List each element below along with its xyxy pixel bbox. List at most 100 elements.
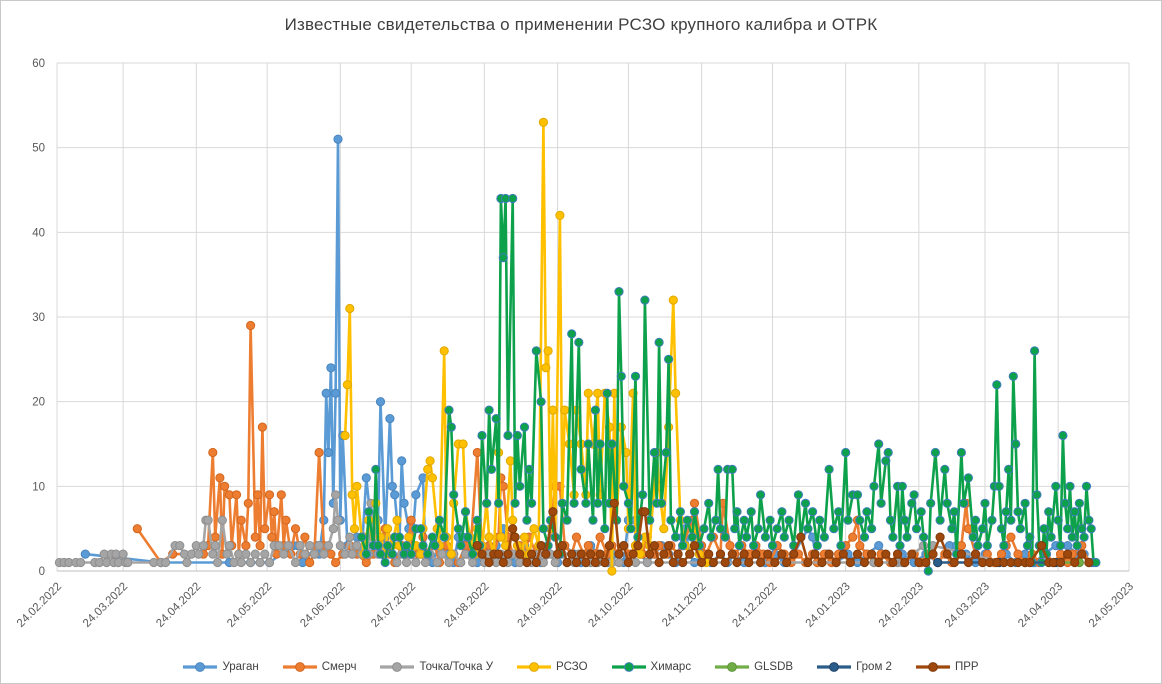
data-point — [80, 549, 90, 559]
data-point — [715, 524, 726, 534]
data-point — [541, 363, 551, 373]
data-point — [845, 557, 856, 568]
data-point — [744, 557, 754, 568]
data-point — [867, 524, 877, 534]
data-point — [295, 541, 305, 551]
data-point — [331, 490, 341, 500]
data-point — [527, 549, 537, 559]
data-point — [460, 507, 471, 517]
data-point — [834, 507, 844, 517]
data-point — [309, 549, 319, 559]
data-point — [557, 498, 567, 508]
data-point — [347, 490, 357, 500]
data-point — [427, 473, 437, 483]
data-point — [581, 557, 591, 568]
data-point — [387, 481, 397, 491]
data-point — [619, 481, 629, 491]
data-point — [220, 481, 230, 491]
data-point — [437, 549, 447, 559]
data-point — [222, 549, 232, 559]
data-point — [1077, 549, 1087, 559]
data-point — [375, 397, 386, 407]
data-point — [874, 541, 884, 551]
data-point — [557, 541, 567, 551]
series-Химарс — [357, 193, 1101, 576]
data-point — [538, 117, 549, 127]
data-point — [664, 354, 674, 364]
data-point — [477, 430, 487, 441]
data-point — [675, 507, 686, 517]
data-point — [704, 498, 714, 508]
data-point — [255, 557, 265, 568]
data-point — [283, 541, 293, 551]
data-point — [456, 541, 466, 551]
data-point — [656, 498, 667, 508]
data-point — [817, 557, 827, 568]
data-point — [494, 549, 504, 559]
x-axis-tick-label: 24.11.2022 — [660, 581, 709, 630]
data-point — [590, 557, 601, 568]
data-point — [397, 456, 407, 466]
data-point — [241, 549, 251, 559]
data-point — [300, 549, 310, 559]
data-point — [581, 498, 591, 508]
data-point — [198, 541, 208, 551]
legend-label: ПРР — [954, 661, 979, 673]
data-point — [404, 532, 414, 542]
data-point — [323, 447, 334, 458]
data-point — [1001, 507, 1011, 517]
data-point — [739, 515, 749, 525]
data-point — [1015, 524, 1026, 534]
data-point — [361, 557, 371, 568]
data-point — [208, 549, 218, 559]
data-point — [1058, 430, 1068, 441]
data-point — [614, 549, 624, 559]
data-point — [916, 507, 926, 517]
data-point — [911, 524, 922, 534]
data-point — [859, 557, 870, 568]
data-point — [595, 532, 605, 542]
data-point — [468, 557, 478, 568]
x-axis-tick-label: 24.04.2023 — [1016, 581, 1065, 630]
y-axis-tick-label: 60 — [32, 58, 45, 70]
data-point — [498, 253, 508, 263]
data-point — [753, 524, 763, 534]
data-point — [895, 541, 905, 551]
data-point — [390, 490, 400, 500]
data-point — [630, 371, 641, 381]
data-point — [666, 515, 676, 525]
data-point — [333, 134, 343, 144]
data-point — [430, 541, 440, 551]
data-point — [659, 549, 669, 559]
data-point — [1046, 532, 1056, 542]
data-point — [1077, 524, 1087, 534]
data-point — [423, 549, 433, 559]
data-point — [246, 320, 256, 331]
data-point — [562, 515, 572, 525]
data-point — [928, 549, 938, 559]
data-point — [1044, 507, 1054, 517]
data-point — [949, 507, 959, 517]
data-point — [978, 524, 988, 534]
data-point — [595, 439, 605, 449]
data-point — [241, 541, 251, 551]
data-point — [305, 541, 315, 551]
x-axis-tick-label: 24.08.2022 — [442, 581, 491, 630]
data-point — [326, 363, 336, 373]
data-point — [1055, 557, 1066, 568]
data-point — [250, 549, 260, 559]
data-point — [194, 549, 204, 559]
data-point — [300, 532, 310, 542]
data-point — [770, 557, 780, 568]
data-point — [123, 557, 133, 568]
data-point — [257, 422, 267, 432]
data-point — [508, 193, 518, 204]
data-point — [689, 507, 700, 517]
data-point — [609, 498, 619, 508]
data-point — [973, 541, 983, 551]
data-point — [902, 532, 912, 542]
data-point — [888, 532, 898, 542]
data-point — [477, 549, 487, 559]
data-point — [361, 473, 371, 483]
data-point — [446, 422, 456, 432]
